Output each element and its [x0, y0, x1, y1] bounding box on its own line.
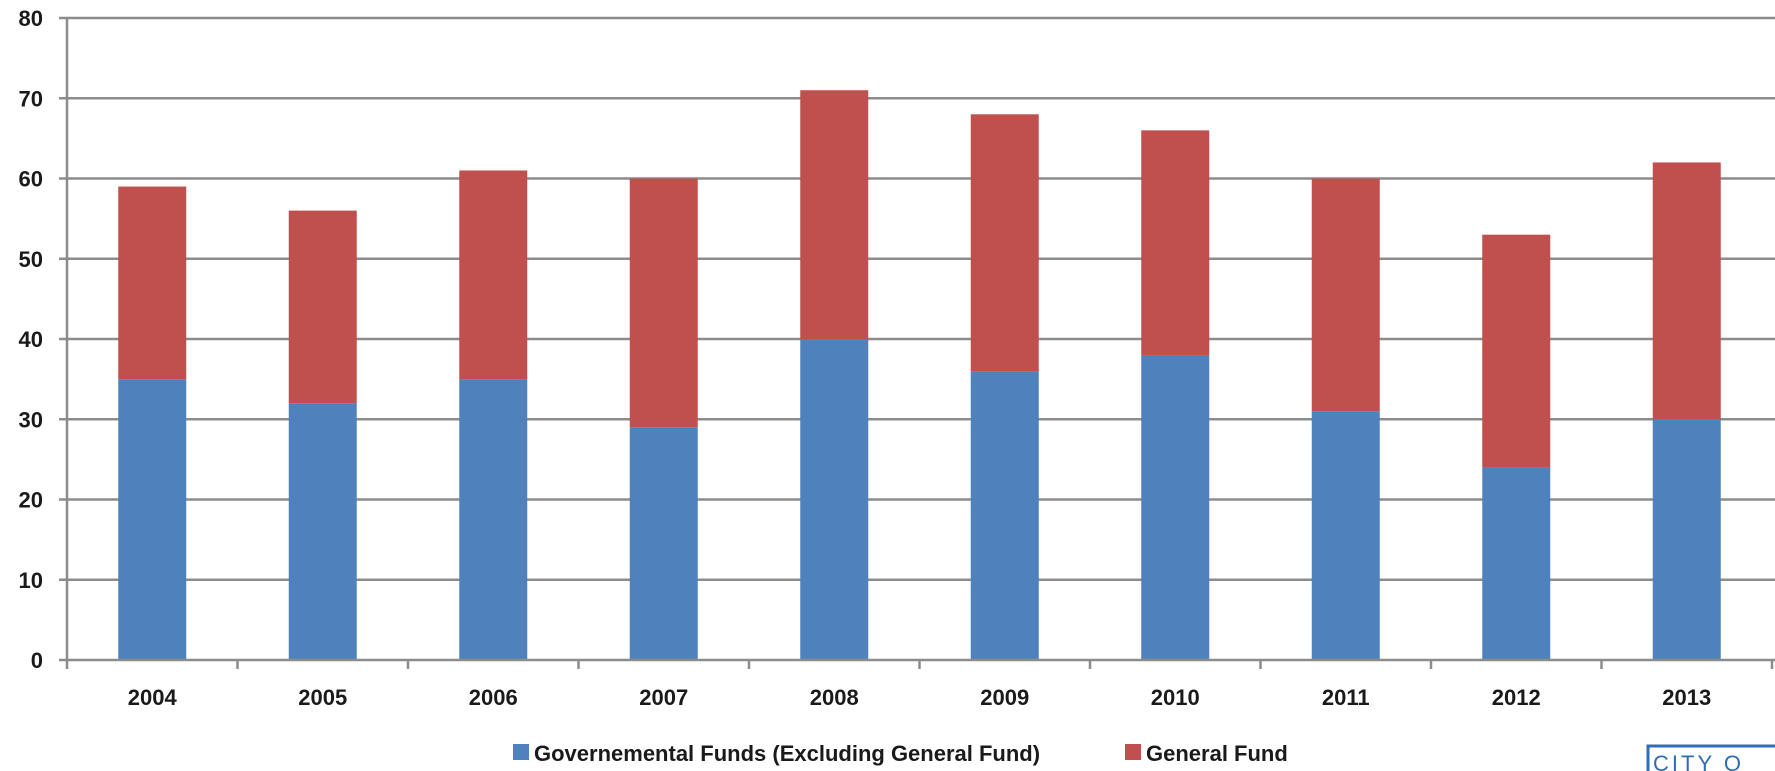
corner-logo-box [1646, 744, 1775, 771]
legend-swatch-governmental-funds [513, 744, 529, 760]
bars [118, 90, 1721, 660]
bar-governmental-funds-2009 [970, 371, 1039, 660]
bar-general-fund-2013 [1652, 162, 1721, 420]
bar-governmental-funds-2011 [1311, 411, 1380, 660]
bar-general-fund-2005 [288, 210, 357, 404]
corner-logo-text: CITY O [1653, 751, 1744, 771]
y-tick-label: 40 [19, 327, 43, 352]
bar-governmental-funds-2007 [629, 427, 698, 660]
x-tick-label: 2012 [1492, 685, 1541, 710]
bar-general-fund-2009 [970, 114, 1039, 372]
bar-governmental-funds-2006 [459, 379, 528, 660]
bar-governmental-funds-2010 [1141, 355, 1210, 660]
legend-swatch-general-fund [1125, 744, 1141, 760]
y-tick-label: 70 [19, 86, 43, 111]
y-tick-label: 50 [19, 247, 43, 272]
bar-governmental-funds-2013 [1652, 419, 1721, 660]
bar-general-fund-2012 [1482, 234, 1551, 468]
bar-general-fund-2006 [459, 170, 528, 380]
bar-governmental-funds-2005 [288, 403, 357, 660]
bar-general-fund-2007 [629, 178, 698, 428]
x-tick-label: 2008 [810, 685, 859, 710]
axes [59, 16, 1775, 669]
bar-general-fund-2010 [1141, 130, 1210, 356]
x-tick-label: 2006 [469, 685, 518, 710]
legend: Governemental Funds (Excluding General F… [513, 741, 1288, 766]
x-tick-label: 2010 [1151, 685, 1200, 710]
corner-logo-fragment: CITY O [1646, 744, 1775, 771]
x-tick-label: 2011 [1322, 685, 1370, 710]
legend-label-general-fund: General Fund [1146, 741, 1288, 766]
x-tick-label: 2013 [1662, 685, 1711, 710]
bar-general-fund-2004 [118, 186, 187, 380]
y-tick-label: 0 [31, 648, 43, 673]
bar-governmental-funds-2012 [1482, 467, 1551, 660]
legend-label-governmental-funds: Governemental Funds (Excluding General F… [534, 741, 1040, 766]
x-tick-label: 2005 [298, 685, 347, 710]
x-tick-label: 2004 [128, 685, 178, 710]
x-tick-label: 2007 [639, 685, 688, 710]
bar-general-fund-2008 [800, 90, 869, 339]
x-tick-labels: 2004 2005 2006 2007 2008 2009 2010 2011 2012 2013 [128, 685, 1711, 710]
y-tick-label: 30 [19, 407, 43, 432]
x-tick-label: 2009 [980, 685, 1029, 710]
bar-governmental-funds-2008 [800, 339, 869, 660]
y-tick-label: 10 [19, 568, 43, 593]
y-tick-label: 60 [19, 167, 43, 192]
y-tick-labels: 0 10 20 30 40 50 60 70 80 [19, 6, 43, 673]
bar-general-fund-2011 [1311, 178, 1380, 412]
y-tick-label: 20 [19, 488, 43, 513]
bar-governmental-funds-2004 [118, 379, 187, 660]
y-tick-label: 80 [19, 6, 43, 31]
